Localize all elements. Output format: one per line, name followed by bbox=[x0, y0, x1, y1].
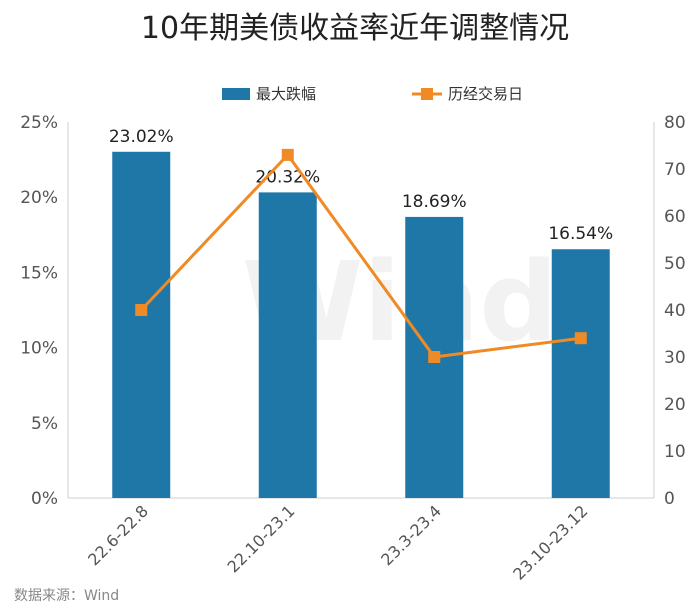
line-marker bbox=[574, 332, 587, 345]
bar-data-label: 23.02% bbox=[109, 127, 174, 147]
left-tick-label: 20% bbox=[20, 188, 58, 208]
bar bbox=[258, 192, 317, 498]
legend-swatch-marker bbox=[421, 88, 433, 100]
bars bbox=[112, 151, 610, 498]
left-tick-label: 25% bbox=[20, 113, 58, 133]
right-axis-ticks: 0 10 20 30 40 50 60 70 80 bbox=[664, 113, 686, 509]
right-tick-label: 10 bbox=[664, 442, 686, 462]
legend-label-bar: 最大跌幅 bbox=[256, 85, 316, 103]
bar bbox=[551, 249, 610, 498]
x-tick-label: 22.10-23.1 bbox=[223, 501, 298, 576]
bar-labels: 23.02%20.32%18.69%16.54% bbox=[109, 127, 613, 244]
legend-label-line: 历经交易日 bbox=[448, 85, 523, 103]
chart-title: 10年期美债收益率近年调整情况 bbox=[141, 11, 569, 46]
left-tick-label: 0% bbox=[31, 489, 58, 509]
left-tick-label: 5% bbox=[31, 414, 58, 434]
x-tick-label: 22.6-22.8 bbox=[84, 501, 152, 569]
right-tick-label: 50 bbox=[664, 254, 686, 274]
line-marker bbox=[281, 148, 294, 161]
x-axis-ticks: 22.6-22.8 22.10-23.1 23.3-23.4 23.10-23.12 bbox=[84, 501, 591, 583]
bar-data-label: 16.54% bbox=[548, 224, 613, 244]
right-tick-label: 70 bbox=[664, 160, 686, 180]
source-note: 数据来源：Wind bbox=[14, 588, 119, 604]
x-tick-label: 23.3-23.4 bbox=[377, 501, 445, 569]
bar bbox=[112, 151, 171, 498]
line-path bbox=[140, 152, 581, 359]
right-tick-label: 0 bbox=[664, 489, 675, 509]
left-tick-label: 15% bbox=[20, 263, 58, 283]
bar-data-label: 18.69% bbox=[402, 192, 467, 212]
line-marker bbox=[135, 304, 148, 316]
right-tick-label: 20 bbox=[664, 395, 686, 415]
right-tick-label: 60 bbox=[664, 207, 686, 227]
line-series bbox=[135, 148, 587, 363]
right-tick-label: 30 bbox=[664, 348, 686, 368]
right-tick-label: 40 bbox=[664, 301, 686, 321]
left-axis-ticks: 0% 5% 10% 15% 20% 25% bbox=[20, 113, 58, 509]
legend-swatch-bar bbox=[222, 88, 250, 100]
legend: 最大跌幅 历经交易日 bbox=[222, 85, 523, 103]
right-tick-label: 80 bbox=[664, 113, 686, 133]
x-tick-label: 23.10-23.12 bbox=[509, 501, 591, 583]
line-marker bbox=[428, 351, 441, 363]
left-tick-label: 10% bbox=[20, 339, 58, 359]
